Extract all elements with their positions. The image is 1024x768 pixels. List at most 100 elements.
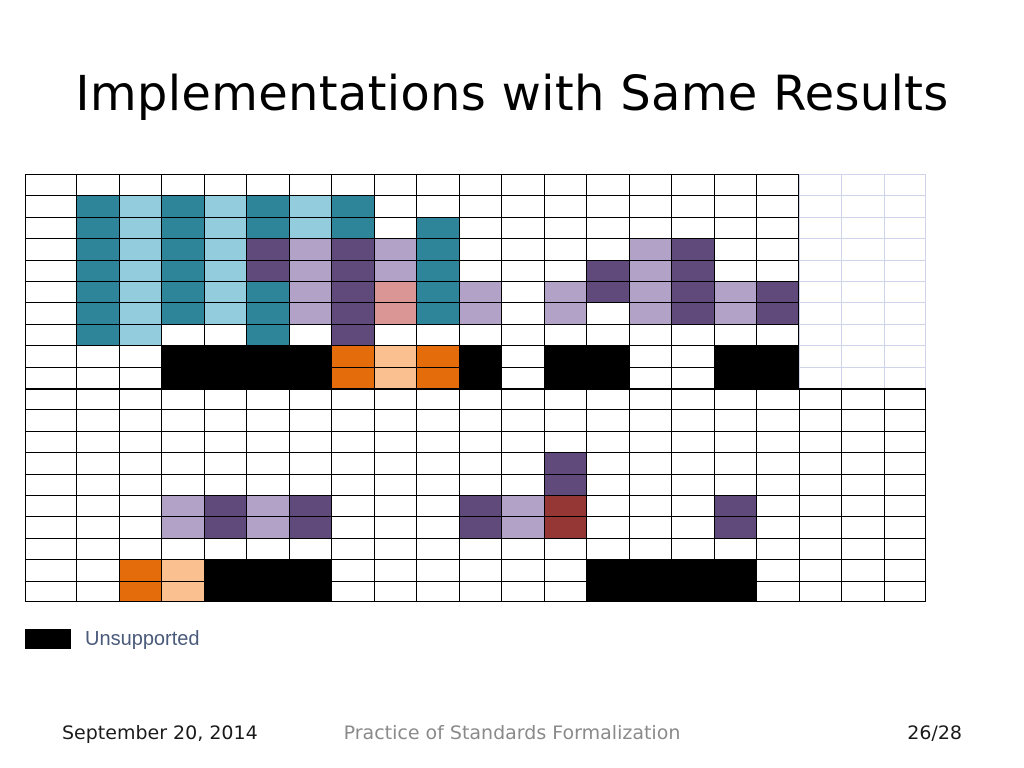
row-label-ppc32 <box>25 302 76 324</box>
result-cell-VC8-exp <box>501 366 544 388</box>
table1-empty-cell <box>841 238 884 260</box>
result-cell-ppc32-cbrt <box>458 302 501 324</box>
header-atanh <box>288 388 331 410</box>
table2-corner-cell <box>25 388 76 410</box>
header-tgamma <box>671 388 714 410</box>
result-cell-x86-round <box>161 195 204 217</box>
result-cell-VC6-erfc <box>628 559 671 581</box>
result-cell-s390-j1 <box>798 473 841 495</box>
result-cell-x86-log1p <box>756 195 799 217</box>
result-cell-VC6-sqrt <box>416 345 459 367</box>
result-cell-x86-ceil <box>76 195 119 217</box>
result-cell-sparc-lgamma <box>713 537 756 560</box>
result-cell-x86_64-ceil <box>76 238 119 260</box>
result-cell-ppc64-round <box>161 281 204 303</box>
result-cell-VC8-asin <box>458 580 501 602</box>
result-cell-ppc32-fabs <box>331 302 374 324</box>
result-cell-ia64-tgamma <box>671 430 714 453</box>
result-cell-ppc32-sinh <box>76 516 119 538</box>
result-cell-ia64-logb <box>373 216 416 239</box>
result-cell-VC8-log2 <box>713 366 756 388</box>
table1-empty-cell <box>798 238 841 260</box>
row-label-sparc <box>25 537 76 560</box>
slide-title: Implementations with Same Results <box>75 66 949 122</box>
result-cell-VC8-log <box>628 366 671 388</box>
table1-empty-cell <box>841 281 884 303</box>
result-cell-x86-j1 <box>798 409 841 431</box>
result-cell-VC8-atan <box>543 580 586 602</box>
result-cell-x86_64-cos <box>373 452 416 474</box>
result-cell-s390-ceil <box>76 259 119 281</box>
result-cell-VC8-expm1 <box>586 366 629 388</box>
result-cell-ia64-erf <box>586 430 629 453</box>
result-cell-VC6-exp2 <box>543 345 586 367</box>
result-cell-sparc-floor <box>118 323 161 346</box>
result-cell-x86-sqrt <box>416 195 459 217</box>
table1-empty-cell <box>798 302 841 324</box>
result-cell-x86-asinh <box>203 409 246 431</box>
result-cell-ppc32-tanh <box>161 516 204 538</box>
header-atan <box>543 388 586 410</box>
footer-page-number: 26/28 <box>907 722 962 744</box>
table1-empty-cell <box>841 259 884 281</box>
row-label-VC8 <box>25 366 76 388</box>
result-cell-ppc32-log2 <box>713 302 756 324</box>
result-cell-ppc64-log10 <box>671 281 714 303</box>
result-cell-ppc64-exp2 <box>543 281 586 303</box>
result-cell-ppc64-logb <box>373 281 416 303</box>
result-cell-ppc32-sqrt <box>416 302 459 324</box>
result-cell-x86-fabs <box>331 195 374 217</box>
result-cell-VC8-tan <box>416 580 459 602</box>
table1-empty-cell <box>883 195 926 217</box>
result-cell-x86_64-acosh <box>246 452 289 474</box>
result-cell-ppc32-j0 <box>756 516 799 538</box>
result-cell-s390-exp2 <box>543 259 586 281</box>
result-cell-x86-cos <box>373 409 416 431</box>
result-cell-x86-nearbyint <box>288 195 331 217</box>
result-cell-ia64-nearbyint <box>288 216 331 239</box>
result-cell-ppc32-round <box>161 302 204 324</box>
result-cell-ppc64-asin <box>458 495 501 517</box>
result-cell-VC6-logb <box>373 345 416 367</box>
result-cell-sparc-y0 <box>841 537 884 560</box>
result-cell-sparc-sin <box>331 537 374 560</box>
result-cell-ppc64-atanh <box>288 495 331 517</box>
result-cell-x86-log2 <box>713 195 756 217</box>
result-cell-ppc32-exp2 <box>543 302 586 324</box>
row-label-ppc64 <box>25 495 76 517</box>
result-cell-ppc32-asinh <box>203 516 246 538</box>
row-label-ia64 <box>25 216 76 239</box>
result-cell-VC6-tanh <box>161 559 204 581</box>
result-cell-s390-expm1 <box>586 259 629 281</box>
result-cell-x86_64-cbrt <box>458 238 501 260</box>
result-cell-x86_64-log1p <box>756 238 799 260</box>
result-cell-VC6-floor <box>118 345 161 367</box>
result-cell-sparc-logb <box>373 323 416 346</box>
result-cell-x86_64-sinh <box>76 452 119 474</box>
table1-empty-cell <box>798 323 841 346</box>
result-cell-x86-tanh <box>161 409 204 431</box>
result-cell-s390-tanh <box>161 473 204 495</box>
result-cell-ppc64-expm1 <box>586 281 629 303</box>
result-cell-ppc32-tan <box>416 516 459 538</box>
row-label-VC6 <box>25 345 76 367</box>
result-cell-ppc64-acosh <box>246 495 289 517</box>
table1-empty-cell <box>798 259 841 281</box>
result-cell-s390-acosh <box>246 473 289 495</box>
result-cell-x86_64-nearbyint <box>288 238 331 260</box>
result-cell-s390-sqrt <box>416 259 459 281</box>
result-cell-ppc64-nearbyint <box>288 281 331 303</box>
result-cell-x86_64-erfc <box>628 452 671 474</box>
result-cell-ppc64-lgamma <box>713 495 756 517</box>
result-cell-ia64-floor <box>118 216 161 239</box>
result-cell-VC8-sqrt <box>416 366 459 388</box>
result-cell-x86-logb <box>373 195 416 217</box>
header-floor <box>118 174 161 196</box>
result-cell-VC8-cbrt <box>458 366 501 388</box>
result-cell-sparc-sinh <box>76 537 119 560</box>
result-cell-x86-log10 <box>671 195 714 217</box>
result-cell-ppc64-j1 <box>798 495 841 517</box>
header-y0 <box>841 388 884 410</box>
header-sqrt <box>416 174 459 196</box>
result-cell-x86-tan <box>416 409 459 431</box>
